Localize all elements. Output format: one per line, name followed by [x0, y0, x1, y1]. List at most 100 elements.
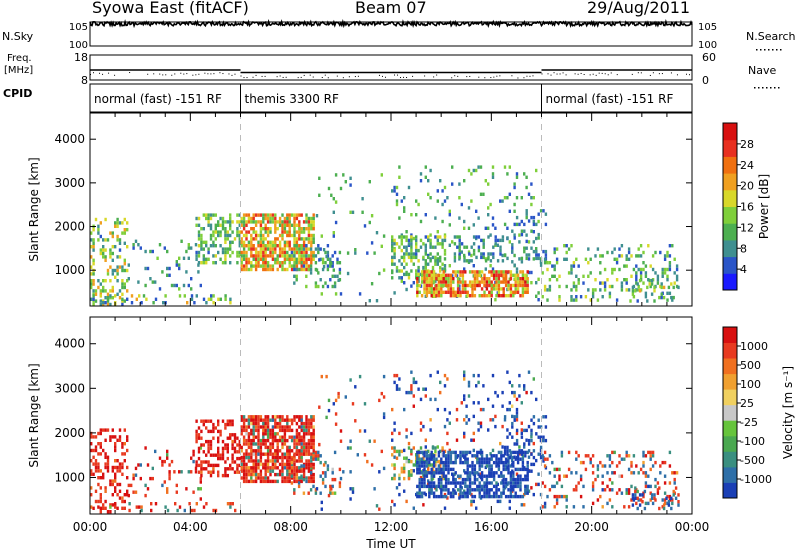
range-cell — [97, 462, 100, 466]
range-cell — [546, 261, 549, 265]
range-cell — [252, 415, 255, 419]
range-cell — [116, 217, 119, 222]
range-cell — [266, 421, 270, 426]
range-cell — [502, 474, 505, 478]
range-cell — [259, 250, 263, 255]
range-cell — [424, 387, 427, 391]
range-cell — [452, 491, 455, 495]
range-cell — [310, 459, 313, 463]
range-cell — [425, 450, 429, 455]
range-cell — [144, 446, 147, 450]
range-cell — [259, 418, 263, 422]
range-cell — [106, 238, 110, 242]
range-cell — [407, 390, 411, 395]
range-cell — [512, 488, 515, 492]
range-cell — [491, 165, 495, 169]
range-cell — [460, 250, 463, 254]
range-cell — [274, 230, 277, 234]
nave-dot — [556, 73, 558, 75]
range-cell — [245, 449, 248, 453]
nave-dot — [547, 73, 549, 75]
range-cell — [290, 460, 294, 465]
range-cell — [459, 488, 462, 492]
range-cell — [537, 482, 540, 487]
range-cell — [452, 287, 455, 291]
range-cell — [403, 209, 406, 213]
range-cell — [254, 472, 258, 477]
range-cell — [455, 274, 459, 278]
range-cell — [647, 244, 650, 248]
range-cell — [106, 297, 110, 301]
range-cell — [242, 421, 246, 426]
range-cell — [293, 442, 296, 446]
range-cell — [491, 172, 495, 176]
range-cell — [331, 261, 334, 265]
range-cell — [245, 438, 248, 443]
range-cell — [403, 456, 406, 460]
range-cell — [601, 464, 604, 468]
range-cell — [274, 261, 277, 265]
range-cell — [523, 172, 526, 176]
range-cell — [252, 432, 255, 436]
range-cell — [116, 465, 119, 470]
range-cell — [447, 471, 450, 475]
nave-dot — [261, 75, 263, 77]
range-cell — [197, 254, 201, 258]
range-cell — [94, 299, 98, 303]
range-cell — [111, 234, 114, 239]
nave-dot — [478, 76, 480, 78]
range-cell — [245, 223, 248, 227]
range-cell — [405, 230, 408, 234]
range-cell — [118, 482, 122, 487]
range-cell — [543, 457, 547, 461]
range-cell — [393, 247, 396, 251]
range-cell — [424, 235, 427, 239]
range-cell — [410, 284, 413, 288]
range-cell — [209, 470, 213, 474]
range-cell — [391, 438, 394, 442]
range-cell — [467, 168, 471, 173]
range-cell — [207, 297, 210, 301]
range-cell — [118, 238, 122, 242]
range-cell — [667, 285, 671, 290]
range-cell — [194, 243, 198, 247]
range-cell — [437, 477, 441, 482]
range-cell — [525, 215, 528, 220]
range-cell — [314, 450, 318, 455]
range-cell — [548, 488, 552, 492]
range-cell — [468, 270, 472, 274]
range-cell — [466, 460, 469, 465]
range-cell — [99, 486, 102, 490]
range-cell — [226, 456, 229, 461]
range-cell — [535, 253, 538, 257]
range-cell — [398, 165, 401, 169]
range-cell — [104, 486, 107, 490]
range-cell — [111, 296, 114, 300]
range-cell — [266, 267, 270, 272]
range-cell — [429, 428, 432, 432]
range-cell — [298, 220, 301, 224]
range-cell — [659, 284, 662, 289]
nave-dot — [312, 76, 314, 78]
range-cell — [625, 281, 628, 285]
range-cell — [461, 454, 465, 458]
range-cell — [121, 302, 124, 307]
range-cell — [305, 244, 308, 248]
range-cell — [209, 227, 213, 231]
range-cell — [188, 502, 191, 506]
range-cell — [521, 287, 525, 291]
range-cell — [264, 442, 267, 446]
range-cell — [425, 474, 429, 478]
range-cell — [224, 240, 227, 244]
range-cell — [200, 460, 203, 464]
range-cell — [431, 466, 435, 471]
range-cell — [455, 438, 459, 442]
range-cell — [608, 477, 612, 482]
range-cell — [543, 501, 547, 506]
range-cell — [312, 250, 315, 255]
range-cell — [324, 460, 327, 465]
range-cell — [654, 484, 657, 489]
range-cell — [427, 463, 430, 467]
range-cell — [109, 265, 112, 269]
range-cell — [128, 502, 131, 506]
